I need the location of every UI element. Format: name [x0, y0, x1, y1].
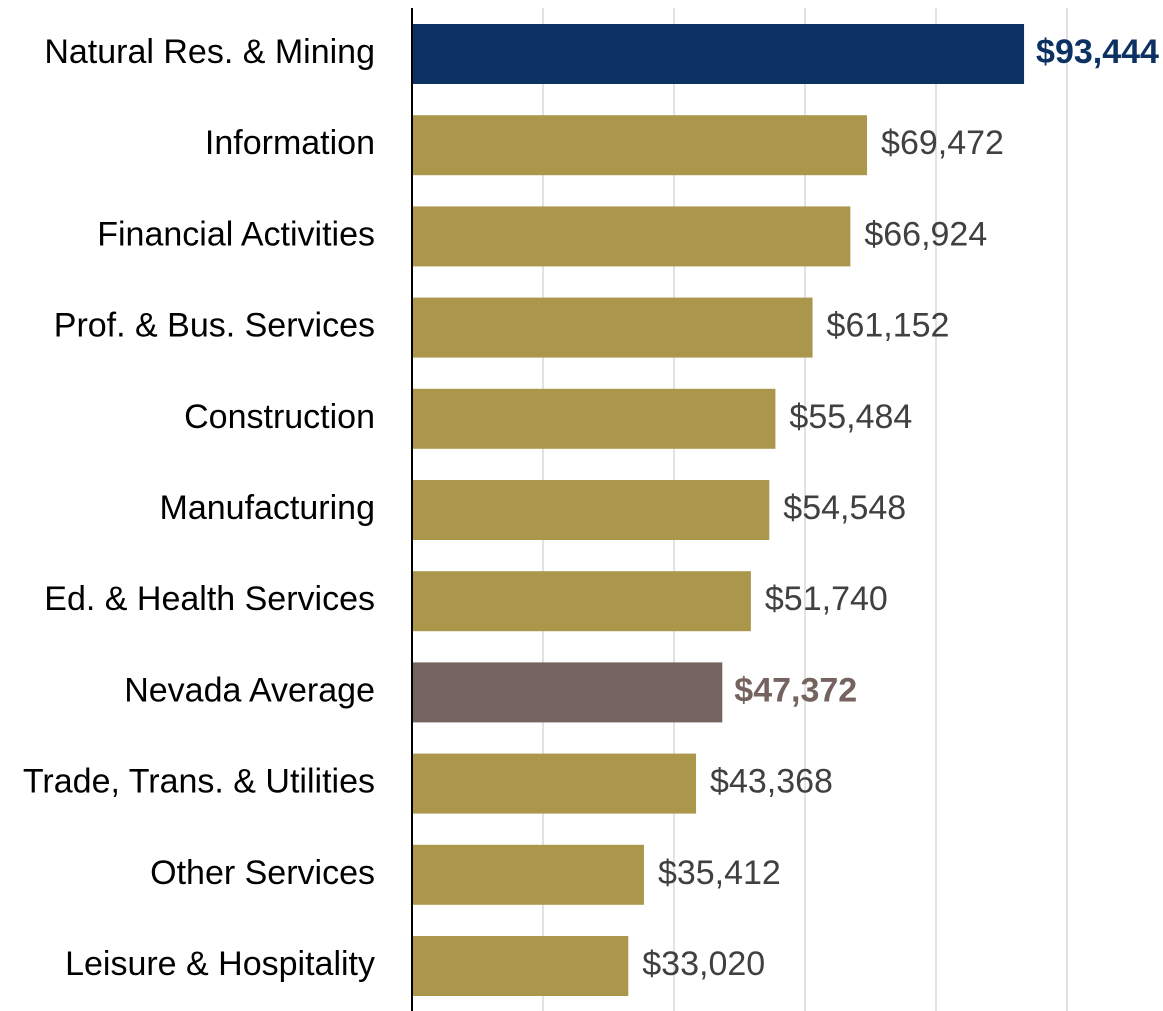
category-label: Construction: [184, 398, 375, 436]
bar: [412, 936, 629, 996]
category-label: Ed. & Health Services: [44, 580, 375, 618]
value-label: $47,372: [734, 671, 857, 709]
bar: [412, 480, 770, 540]
value-label: $33,020: [642, 945, 765, 983]
category-label: Trade, Trans. & Utilities: [23, 763, 375, 801]
category-label: Nevada Average: [124, 671, 375, 709]
value-label: $54,548: [783, 489, 906, 527]
bar: [412, 115, 868, 176]
value-label: $69,472: [881, 124, 1004, 162]
category-label: Natural Res. & Mining: [44, 33, 375, 71]
bar: [412, 297, 813, 358]
category-label: Other Services: [150, 854, 375, 892]
category-label: Financial Activities: [97, 215, 375, 253]
bar: [412, 24, 1025, 84]
category-label: Prof. & Bus. Services: [54, 307, 375, 345]
bar: [412, 753, 697, 814]
bar: [412, 662, 723, 723]
bar: [412, 844, 644, 905]
category-label: Manufacturing: [160, 489, 375, 527]
value-label: $93,444: [1036, 33, 1159, 71]
value-label: $51,740: [765, 580, 888, 618]
value-label: $66,924: [864, 215, 987, 253]
bar: [412, 571, 751, 632]
category-label: Leisure & Hospitality: [65, 945, 375, 983]
category-label: Information: [205, 124, 375, 162]
value-label: $61,152: [827, 307, 950, 345]
value-label: $55,484: [789, 398, 912, 436]
value-label: $35,412: [658, 854, 781, 892]
bar: [412, 206, 851, 267]
bar: [412, 388, 776, 449]
value-label: $43,368: [710, 763, 833, 801]
